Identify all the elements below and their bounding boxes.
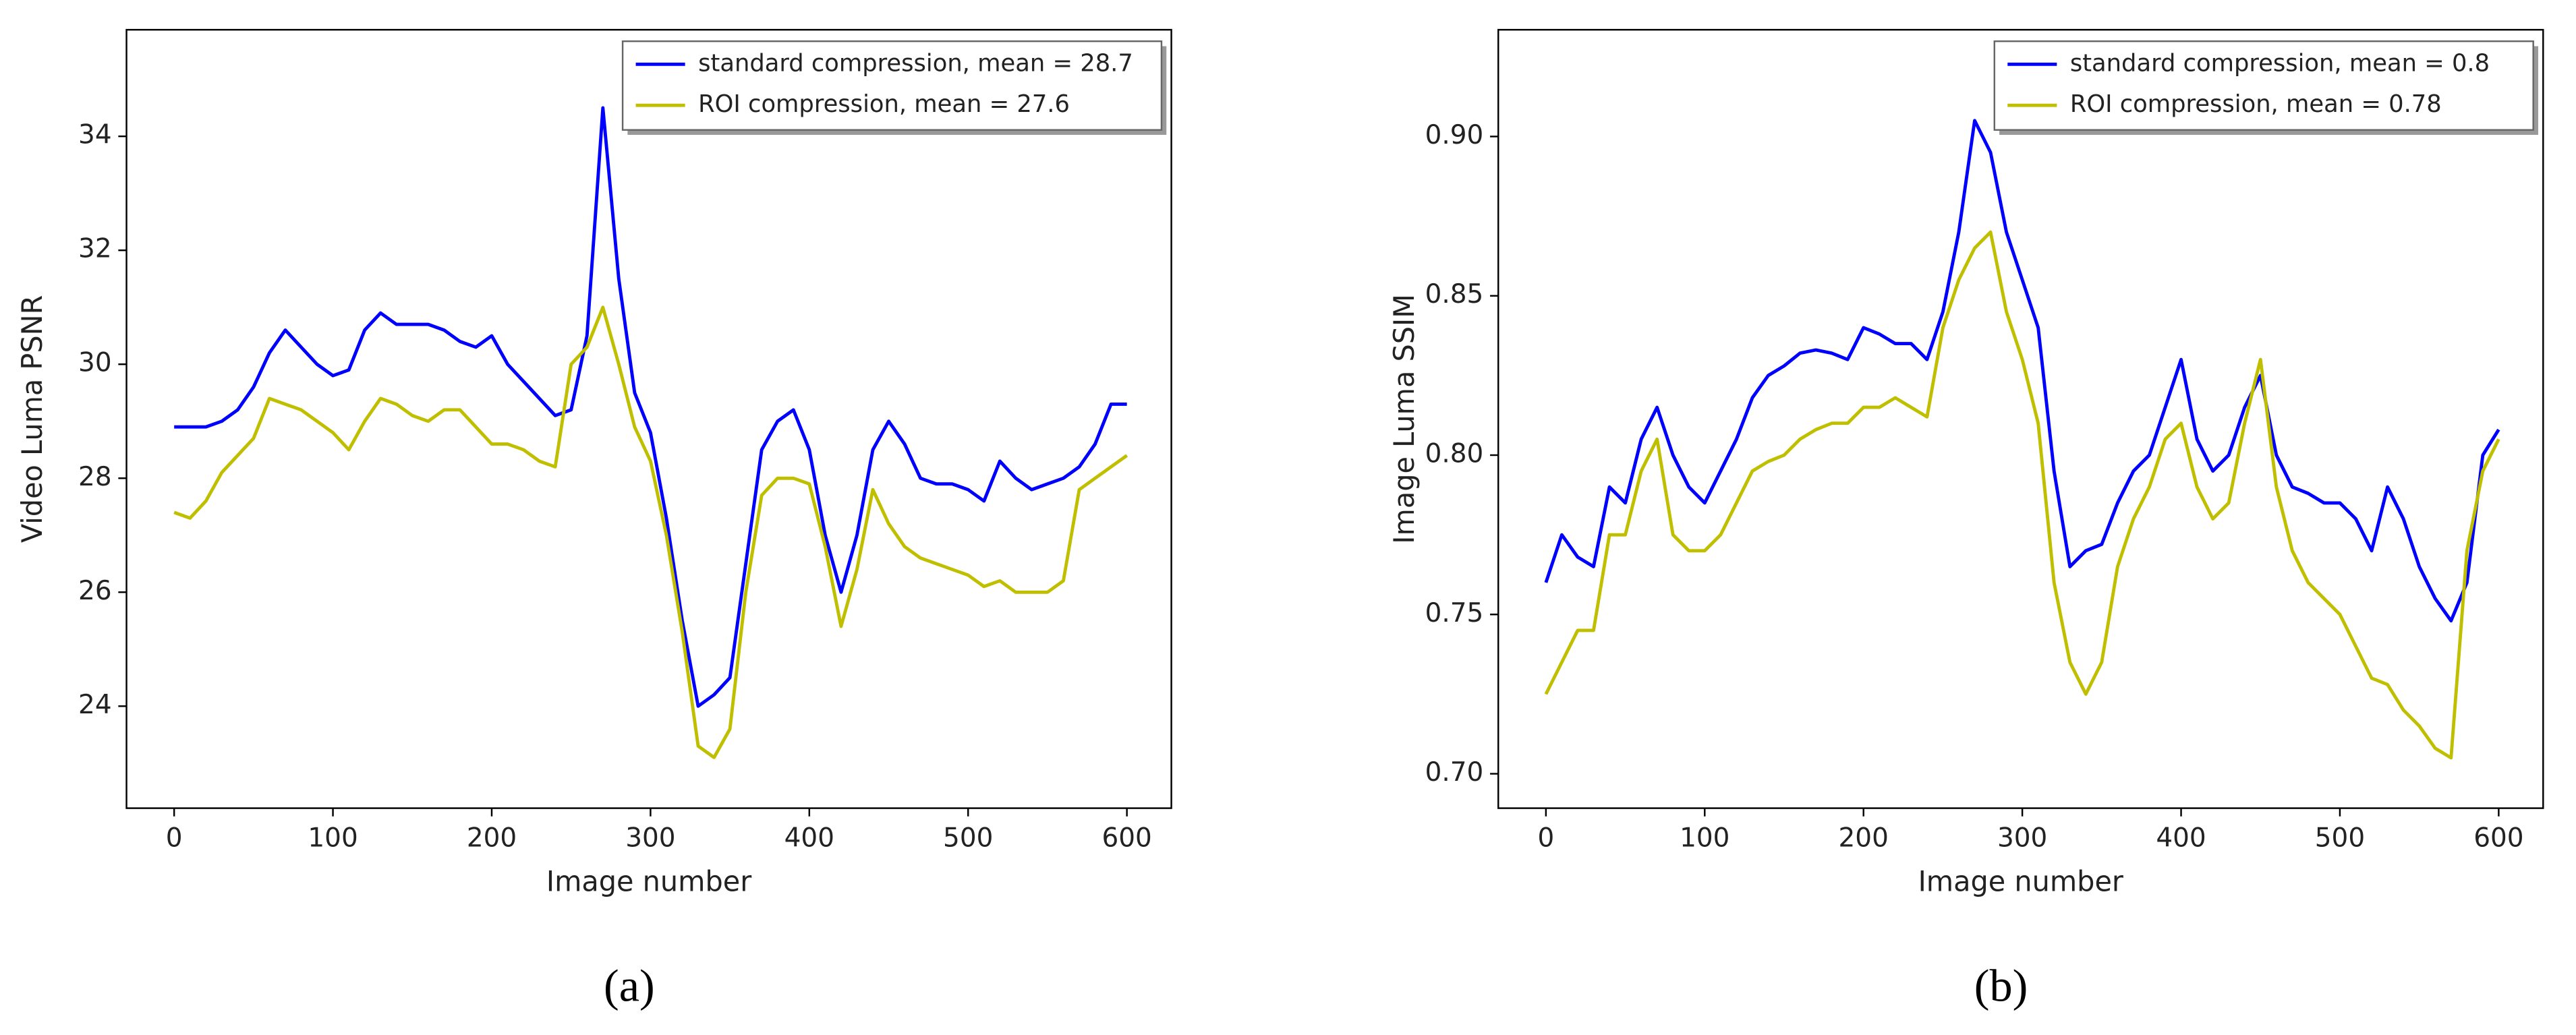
x-axis-label: Image number: [1918, 866, 2124, 898]
y-tick-label: 0.80: [1425, 439, 1484, 469]
y-axis-label: Video Luma PSNR: [16, 295, 49, 543]
series-line: [173, 305, 1128, 759]
x-axis-label: Image number: [546, 866, 752, 898]
plot-frame: [1497, 28, 2544, 809]
legend-box: [1993, 40, 2534, 131]
x-tick-label: 400: [2156, 823, 2206, 853]
legend-label: ROI compression, mean = 27.6: [698, 90, 1070, 118]
x-tick-label: 100: [308, 823, 357, 853]
x-tick-label: 500: [943, 823, 993, 853]
legend-label: standard compression, mean = 28.7: [698, 49, 1133, 77]
x-tick-label: 400: [784, 823, 834, 853]
legend: standard compression, mean = 0.8 ROI comp…: [1993, 40, 2538, 136]
x-tick-label: 200: [467, 823, 517, 853]
legend-label: standard compression, mean = 0.8: [2070, 49, 2490, 77]
x-tick-label: 500: [2315, 823, 2365, 853]
y-tick-label: 30: [78, 348, 112, 378]
y-tick-label: 28: [78, 462, 112, 492]
y-tick-label: 0.75: [1425, 598, 1484, 628]
caption: (b): [1974, 960, 2028, 1011]
y-tick-label: 24: [78, 690, 112, 720]
x-tick-label: 300: [625, 823, 675, 853]
y-tick-label: 0.85: [1425, 279, 1484, 309]
y-tick-label: 0.90: [1425, 120, 1484, 150]
x-tick-label: 300: [1997, 823, 2047, 853]
legend-box: [621, 40, 1163, 131]
series-line: [1544, 119, 2500, 623]
x-tick-label: 100: [1680, 823, 1729, 853]
series-line: [1544, 230, 2500, 760]
legend-label: ROI compression, mean = 0.78: [2070, 90, 2442, 118]
y-tick-label: 0.70: [1425, 757, 1484, 788]
y-axis-label: Image Luma SSIM: [1388, 294, 1421, 544]
x-tick-label: 0: [1537, 823, 1554, 853]
x-tick-label: 600: [2473, 823, 2523, 853]
plot-frame: [125, 28, 1172, 809]
y-tick-label: 34: [78, 120, 112, 150]
x-tick-label: 600: [1101, 823, 1151, 853]
y-tick-label: 32: [78, 234, 112, 264]
x-tick-label: 200: [1839, 823, 1889, 853]
legend: standard compression, mean = 28.7 ROI com…: [621, 40, 1167, 136]
series-line: [174, 106, 1127, 708]
y-tick-label: 26: [78, 576, 112, 606]
caption: (a): [604, 960, 655, 1011]
x-tick-label: 0: [166, 823, 183, 853]
